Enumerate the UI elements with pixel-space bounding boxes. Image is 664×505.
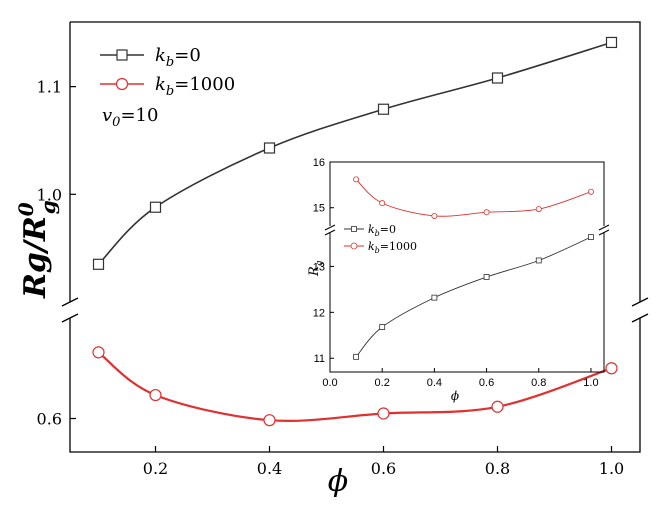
legend-label-kb1000: kb=1000: [155, 74, 235, 99]
inset-data-point-kb1000: [353, 176, 360, 183]
inset-plot: 0.0 0.2 0.4 0.6 0.8 1.0 11 12 13 15 16 kb=0 kb=100…: [307, 157, 610, 403]
data-point-kb1000: [92, 346, 105, 359]
inset-axes-frame: [329, 161, 605, 373]
inset-y-tick-label: 11: [314, 353, 325, 365]
data-point-kb0: [263, 142, 276, 154]
annotation-v0: v0=10: [102, 105, 158, 130]
inset-x-tick-label: 0.8: [531, 377, 546, 389]
inset-data-point-kb0: [588, 234, 594, 240]
inset-series-line-kb0: [355, 236, 592, 358]
inset-data-point-kb0: [535, 257, 542, 264]
main-y-axis-break-left: [61, 297, 79, 323]
main-plot: 0.2 0.4 0.6 0.8 1.0 1.0 1.1 0.6 kb=0 kb=1000 v0…: [14, 21, 649, 499]
inset-data-point-kb1000: [379, 200, 386, 207]
data-point-kb1000: [263, 414, 276, 427]
inset-data-point-kb1000: [431, 212, 438, 219]
inset-x-tick-label: 0.4: [427, 377, 442, 389]
data-point-kb0: [605, 36, 618, 49]
inset-data-point-kb0: [431, 294, 438, 301]
inset-legend-label-kb0: kb=0: [368, 223, 396, 238]
inset-y-axis-break-right: [598, 224, 610, 236]
data-point-kb1000: [149, 388, 162, 402]
inset-data-point-kb1000: [483, 209, 490, 216]
inset-series-line-kb1000: [355, 179, 592, 217]
inset-data-point-kb1000: [535, 206, 542, 213]
data-point-kb0: [92, 258, 105, 270]
data-point-kb0: [149, 201, 162, 213]
inset-y-axis-break-left: [324, 224, 336, 236]
inset-legend-marker-square: [351, 226, 357, 232]
main-y-tick-label: 1.1: [37, 78, 62, 97]
main-x-axis-label: ϕ: [328, 464, 348, 499]
main-x-tick-label: 0.6: [371, 459, 396, 478]
inset-x-axis-label: ϕ: [451, 389, 459, 403]
inset-data-point-kb0: [483, 274, 490, 280]
data-point-kb1000: [491, 400, 504, 413]
inset-data-point-kb0: [353, 353, 359, 360]
main-legend: kb=0 kb=1000 v0=10: [100, 45, 235, 130]
legend-label-kb0: kb=0: [155, 45, 201, 70]
inset-x-tick-label: 1.0: [583, 377, 598, 389]
inset-y-tick-label: 13: [313, 261, 325, 273]
main-y-tick-label: 0.6: [37, 410, 62, 429]
data-point-kb1000: [377, 407, 390, 420]
inset-data-point-kb1000: [587, 188, 594, 195]
data-point-kb0: [377, 103, 390, 115]
inset-legend-label-kb1000: kb=1000: [368, 240, 417, 255]
inset-y-tick-label: 15: [313, 203, 325, 215]
inset-legend-marker-circle: [350, 242, 358, 250]
main-x-tick-label: 0.2: [143, 459, 168, 478]
data-point-kb0: [491, 72, 504, 84]
main-x-tick-label: 0.4: [257, 459, 282, 478]
main-y-axis-break-right: [631, 297, 649, 323]
main-x-tick-label: 1.0: [599, 459, 624, 478]
main-y-axis-label: Rg/R0g: [14, 200, 60, 299]
inset-y-tick-label: 12: [313, 307, 325, 319]
inset-data-point-kb0: [379, 324, 386, 330]
inset-x-tick-label: 0.2: [375, 377, 390, 389]
inset-y-axis-label: Rg: [307, 260, 325, 277]
legend-marker-circle: [115, 77, 129, 91]
inset-x-tick-label: 0.6: [479, 377, 494, 389]
inset-y-tick-label: 16: [313, 157, 325, 169]
main-y-tick-label: 1.0: [37, 185, 62, 204]
main-x-tick-label: 0.8: [485, 459, 510, 478]
inset-x-tick-label: 0.0: [322, 377, 337, 389]
inset-legend: kb=0 kb=1000: [344, 223, 417, 255]
main-axes-frame: [69, 21, 641, 453]
data-point-kb1000: [605, 362, 618, 375]
inset-background: [328, 160, 578, 370]
legend-marker-square: [116, 49, 128, 61]
